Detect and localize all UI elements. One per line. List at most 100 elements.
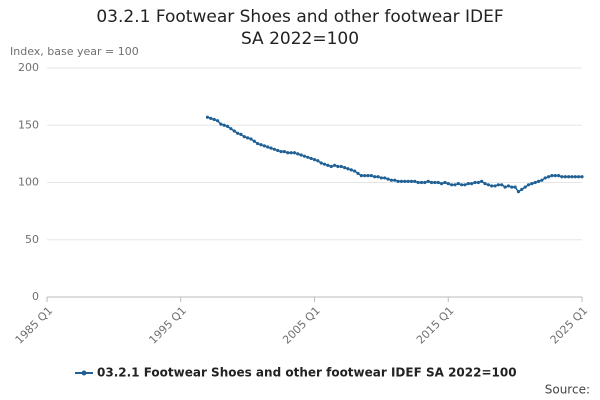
source: Source: (545, 383, 590, 397)
point (259, 143, 263, 147)
point (413, 179, 417, 183)
point (503, 185, 507, 189)
point (359, 174, 363, 178)
point (306, 155, 310, 159)
point (396, 179, 400, 183)
point (383, 176, 387, 180)
point (363, 174, 367, 178)
point (393, 178, 397, 182)
point (416, 180, 420, 185)
point (577, 175, 581, 179)
point (406, 179, 410, 183)
y-tick-label: 100 (18, 176, 39, 189)
point (570, 175, 574, 179)
point (520, 187, 524, 191)
point (426, 179, 430, 183)
point (543, 176, 547, 180)
point (580, 175, 584, 179)
point (466, 182, 470, 186)
x-tick-label: 1995 Q1 (146, 304, 189, 347)
point (560, 175, 564, 179)
point (346, 167, 350, 171)
point (453, 183, 457, 187)
point (319, 161, 323, 165)
point (516, 190, 521, 194)
x-tick-label: 2025 Q1 (548, 304, 591, 347)
point (219, 122, 223, 126)
point (373, 175, 377, 179)
point (546, 175, 551, 179)
point (329, 164, 333, 169)
point (246, 136, 250, 140)
point (252, 139, 256, 143)
point (262, 144, 266, 148)
point (460, 183, 464, 187)
point (523, 185, 527, 189)
point (205, 115, 210, 119)
point (256, 141, 260, 146)
point (433, 180, 437, 185)
point (463, 183, 467, 187)
y-axis-label: Index, base year = 100 (10, 45, 139, 58)
point (332, 163, 337, 167)
x-tick-label: 2005 Q1 (280, 304, 323, 347)
x-tick-label: 2015 Q1 (414, 304, 457, 347)
legend-label: 03.2.1 Footwear Shoes and other footwear… (97, 366, 517, 380)
point (212, 117, 216, 122)
point (316, 159, 320, 163)
point (449, 183, 454, 187)
point (429, 180, 434, 185)
point (336, 164, 340, 169)
point (493, 184, 497, 188)
point (249, 137, 253, 141)
point (540, 178, 544, 182)
point (553, 174, 557, 178)
point (530, 182, 534, 186)
point (473, 180, 477, 185)
point (229, 127, 233, 131)
point (266, 145, 270, 149)
point (486, 183, 490, 187)
point (536, 179, 541, 183)
point (500, 183, 504, 187)
point (269, 146, 273, 150)
point (476, 180, 480, 185)
point (299, 153, 303, 157)
point (302, 154, 307, 158)
point (289, 151, 293, 155)
point (533, 180, 537, 185)
point (369, 174, 373, 178)
point (209, 116, 213, 120)
point (242, 135, 246, 139)
point (567, 175, 571, 179)
point (376, 175, 380, 179)
point (419, 180, 424, 185)
point (386, 177, 390, 181)
point (342, 166, 347, 170)
point (379, 176, 383, 180)
point (215, 119, 220, 123)
point (573, 175, 577, 179)
point (272, 147, 276, 151)
point (292, 151, 297, 155)
point (399, 179, 404, 183)
point (279, 149, 283, 154)
point (276, 148, 280, 153)
point (239, 132, 243, 137)
point (286, 151, 290, 155)
y-tick-label: 0 (32, 290, 39, 303)
point (296, 152, 300, 156)
legend-marker (81, 370, 87, 376)
point (222, 123, 226, 127)
point (349, 168, 353, 172)
y-tick-label: 200 (18, 61, 39, 74)
point (506, 184, 511, 188)
point (563, 175, 567, 179)
point (526, 183, 531, 187)
point (282, 149, 287, 154)
point (550, 174, 554, 178)
point (356, 171, 360, 175)
point (235, 131, 240, 135)
point (480, 179, 484, 183)
